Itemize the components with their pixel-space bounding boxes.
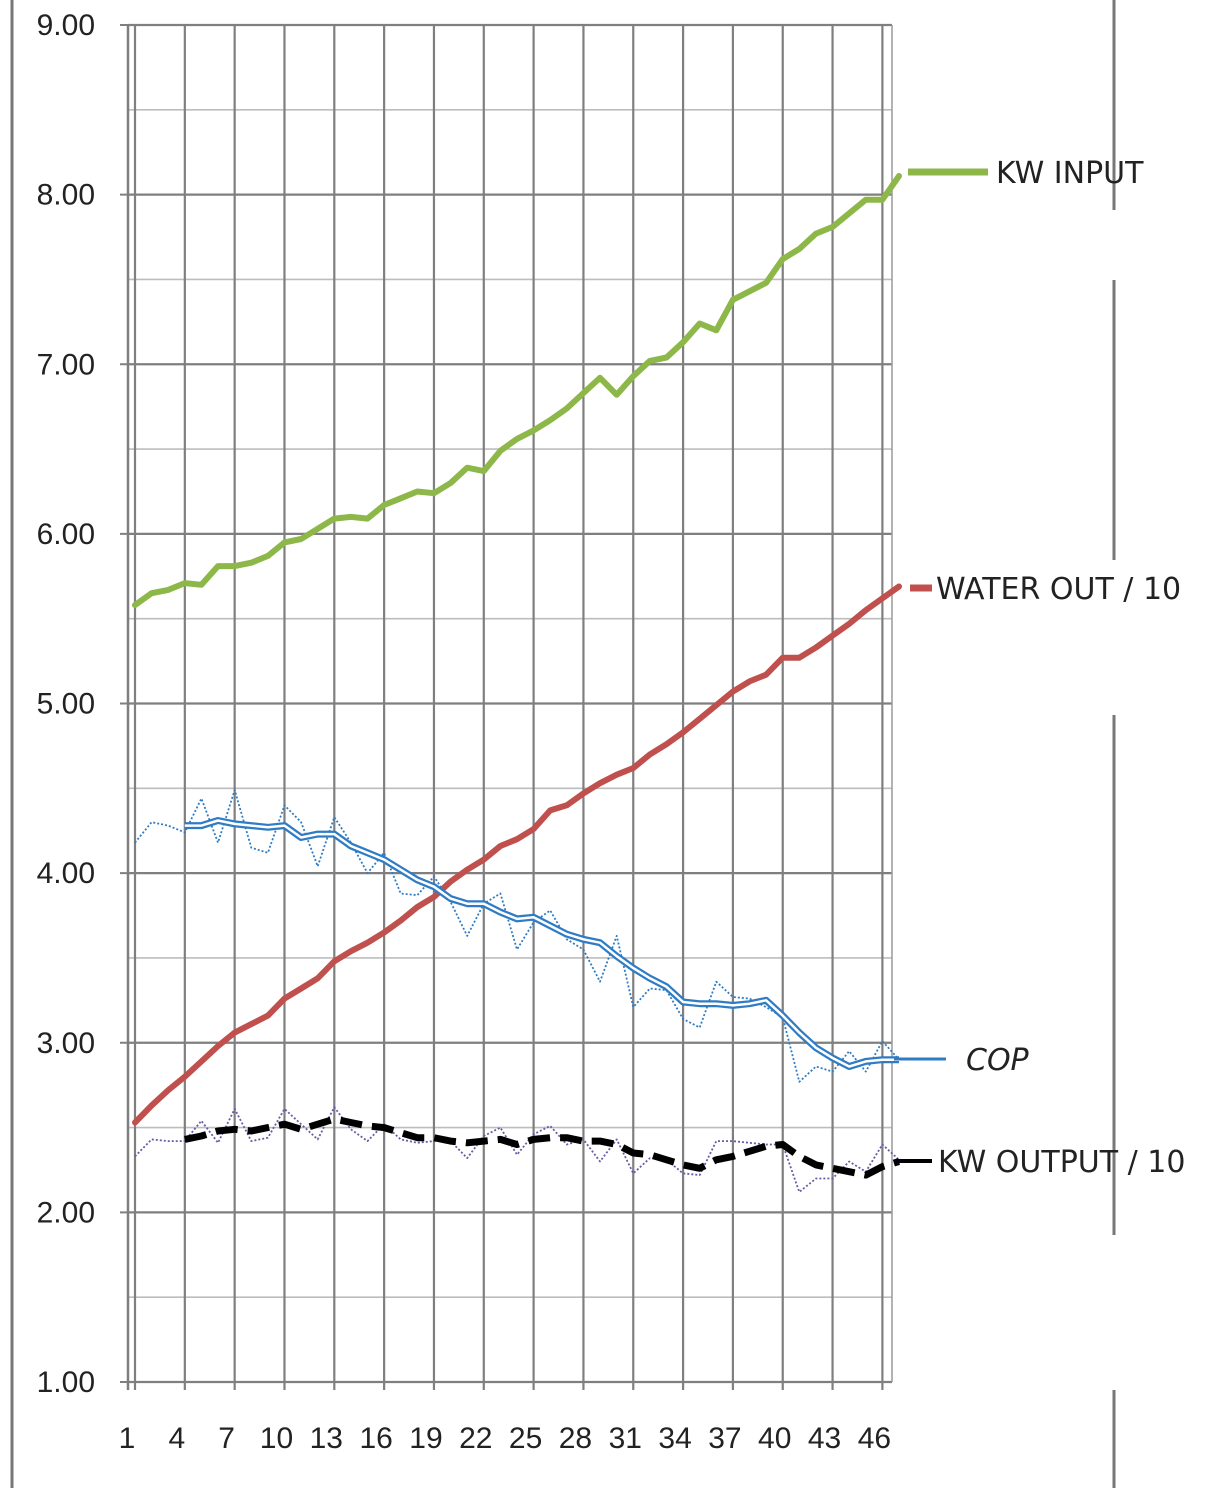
x-tick-label: 1 (119, 1422, 136, 1455)
series-line-water-out-10 (132, 583, 902, 1126)
y-tick-label: 3.00 (37, 1027, 95, 1060)
x-tick-label: 46 (858, 1422, 891, 1455)
x-tick-label: 4 (168, 1422, 185, 1455)
x-tick-label: 19 (409, 1422, 442, 1455)
y-tick-label: 6.00 (37, 518, 95, 551)
legend-item-kw-input: KW INPUT (908, 156, 1144, 191)
series-line-cop-raw (134, 789, 900, 1083)
x-tick-label: 16 (359, 1422, 392, 1455)
series-line-kw-input (132, 173, 902, 609)
legend: KW INPUT WATER OUT / 10 COP KW OUTPUT / … (894, 156, 1185, 1180)
x-tick-label: 13 (310, 1422, 343, 1455)
y-tick-label: 8.00 (37, 179, 95, 212)
legend-item-water-out: WATER OUT / 10 (910, 572, 1181, 607)
legend-item-kw-output: KW OUTPUT / 10 (898, 1145, 1185, 1180)
series-line-cop-inner (184, 819, 899, 1068)
y-tick-label: 5.00 (37, 688, 95, 721)
x-tick-label: 10 (260, 1422, 293, 1455)
x-tick-label: 28 (559, 1422, 592, 1455)
x-tick-label: 37 (708, 1422, 741, 1455)
series-line-kw-output-raw (134, 1106, 900, 1193)
x-tick-label: 22 (459, 1422, 492, 1455)
legend-label-cop: COP (966, 1043, 1030, 1078)
legend-label-kw-input: KW INPUT (996, 156, 1144, 191)
y-tick-label: 7.00 (37, 348, 95, 381)
grid (128, 23, 892, 1390)
x-tick-label: 34 (658, 1422, 691, 1455)
y-tick-label: 9.00 (37, 9, 95, 42)
x-tick-label: 31 (609, 1422, 642, 1455)
legend-label-water-out: WATER OUT / 10 (936, 572, 1181, 607)
x-tick-label: 40 (758, 1422, 791, 1455)
y-tick-label: 1.00 (37, 1366, 95, 1399)
x-tick-label: 7 (218, 1422, 235, 1455)
series (132, 173, 902, 1193)
y-tick-label: 4.00 (37, 857, 95, 890)
series-line-kw-output-10 (184, 1115, 901, 1179)
legend-item-cop: COP (894, 1043, 1030, 1078)
y-tick-label: 2.00 (37, 1196, 95, 1229)
x-tick-label: 43 (808, 1422, 841, 1455)
axes: 1.002.003.004.005.006.007.008.009.001 4 7 1… (37, 9, 893, 1455)
x-tick-label: 25 (509, 1422, 542, 1455)
legend-label-kw-output: KW OUTPUT / 10 (938, 1145, 1185, 1180)
